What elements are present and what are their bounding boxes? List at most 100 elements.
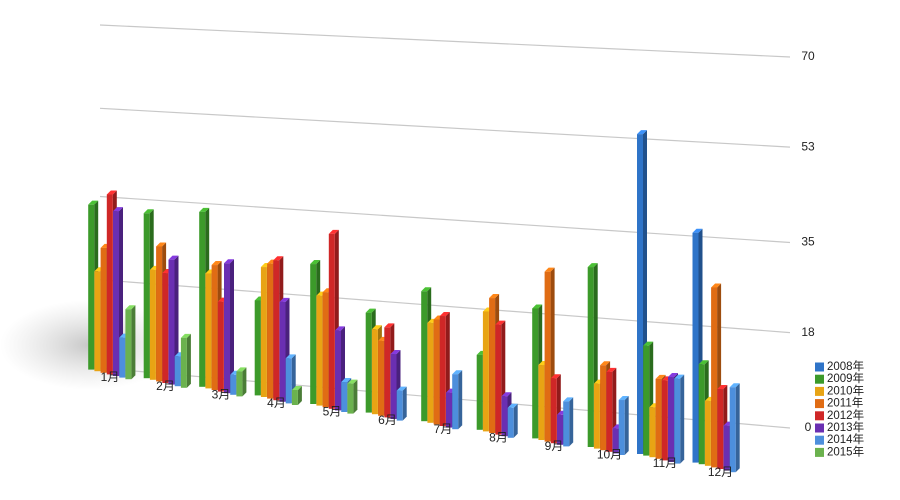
bar — [106, 194, 113, 375]
bar-top — [273, 256, 284, 261]
bar — [168, 259, 175, 385]
legend-label: 2009年 — [827, 371, 864, 385]
bar — [335, 330, 341, 411]
x-tick-label: 12月 — [708, 465, 733, 479]
bar-top — [439, 312, 450, 317]
bar-top — [113, 207, 123, 212]
x-tick-label: 2月 — [156, 379, 175, 393]
grid-line — [99, 24, 791, 58]
bar-top — [347, 379, 358, 384]
bar — [427, 322, 434, 423]
legend-swatch — [815, 362, 824, 372]
bar-top — [668, 373, 678, 378]
legend-label: 2010年 — [827, 383, 864, 397]
bar — [495, 324, 502, 435]
bar-top — [371, 325, 382, 330]
bar-side — [624, 396, 629, 455]
bar-top — [421, 287, 432, 292]
bar — [267, 263, 274, 399]
bar-side — [458, 370, 463, 430]
bar — [452, 374, 459, 430]
bar-top — [335, 326, 345, 331]
bar — [723, 425, 730, 471]
y-tick-label: 53 — [801, 139, 815, 153]
bar — [618, 400, 625, 455]
bar-top — [156, 242, 167, 247]
bar — [316, 295, 323, 406]
x-tick-label: 6月 — [378, 413, 397, 427]
bar-top — [606, 367, 617, 372]
legend-swatch — [815, 435, 824, 445]
bar — [501, 396, 508, 437]
bar — [378, 340, 385, 416]
y-tick-label: 35 — [801, 235, 815, 249]
bar-side — [119, 207, 123, 376]
bar — [643, 345, 650, 456]
bar — [704, 400, 711, 466]
bar — [143, 213, 150, 379]
bar-top — [674, 374, 685, 379]
bar-side — [174, 255, 179, 385]
bar-top — [180, 333, 191, 338]
bar — [593, 383, 600, 449]
bar — [717, 389, 724, 469]
x-tick-label: 10月 — [597, 448, 622, 462]
bar — [421, 291, 428, 422]
bar-top — [211, 261, 222, 266]
bar — [612, 428, 619, 454]
bar-top — [618, 396, 629, 401]
legend-label: 2015年 — [827, 444, 864, 458]
bar — [341, 382, 348, 412]
bar — [347, 383, 354, 414]
bar-side — [735, 383, 740, 473]
bar — [199, 211, 206, 387]
bar — [322, 292, 329, 408]
bar — [224, 263, 230, 394]
bar-top — [643, 341, 654, 346]
bar — [587, 267, 594, 447]
bar-top — [692, 228, 703, 233]
bar — [637, 134, 643, 455]
x-tick-label: 9月 — [545, 439, 564, 453]
bar — [162, 273, 169, 383]
bar — [156, 246, 163, 382]
bar — [384, 327, 391, 418]
bar-top — [495, 320, 506, 325]
bar — [365, 312, 372, 413]
bar — [396, 390, 403, 421]
bar-top — [501, 392, 512, 397]
x-tick-label: 7月 — [434, 422, 453, 436]
bar — [507, 407, 514, 438]
bar-top — [563, 397, 574, 402]
bar — [674, 378, 681, 464]
bar — [125, 309, 132, 380]
bar — [180, 337, 187, 388]
y-tick-label: 18 — [801, 325, 815, 339]
bar — [100, 247, 107, 373]
bar-top — [224, 259, 234, 264]
bar-top — [125, 305, 136, 310]
bar-top — [507, 403, 518, 408]
bar — [476, 354, 483, 430]
bar — [482, 311, 489, 432]
grid-line — [99, 195, 791, 244]
bar — [119, 337, 126, 378]
bar-top — [637, 130, 647, 135]
bar-top — [199, 207, 210, 212]
bar — [113, 211, 119, 376]
bar — [260, 267, 267, 397]
bar — [88, 204, 95, 370]
bar — [328, 233, 335, 409]
x-tick-label: 3月 — [212, 387, 231, 401]
bar — [217, 301, 224, 392]
bar-side — [131, 305, 136, 380]
legend-swatch — [815, 386, 824, 396]
bar — [279, 301, 286, 402]
bar — [230, 374, 237, 395]
bars: 1月 2月 3月 4月 5月 6月 7月 8月 9月 10月 11月 12月 — [88, 130, 740, 479]
legend-label: 2012年 — [827, 408, 864, 422]
bar-side — [230, 259, 234, 394]
bar — [698, 364, 705, 465]
bar — [371, 329, 378, 415]
